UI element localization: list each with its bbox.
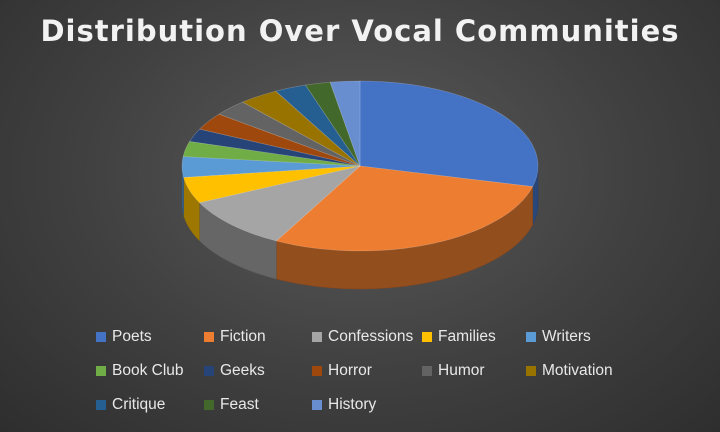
legend-swatch: [96, 366, 106, 376]
legend-swatch: [96, 400, 106, 410]
legend-item-critique: Critique: [96, 394, 204, 416]
legend-item-history: History: [312, 394, 422, 416]
legend-swatch: [526, 332, 536, 342]
legend-item-motivation: Motivation: [526, 360, 646, 382]
legend-label: Critique: [112, 396, 166, 413]
legend-label: Humor: [438, 362, 485, 379]
legend-item-geeks: Geeks: [204, 360, 312, 382]
legend-label: Writers: [542, 328, 591, 345]
pie-slice-writers: [181, 156, 361, 178]
legend-item-fiction: Fiction: [204, 326, 312, 348]
legend-item-writers: Writers: [526, 326, 646, 348]
pie-slice-fiction: [275, 165, 534, 252]
legend-item-horror: Horror: [312, 360, 422, 382]
legend-item-humor: Humor: [422, 360, 526, 382]
legend-swatch: [422, 332, 432, 342]
legend-swatch: [422, 366, 432, 376]
legend-swatch: [204, 400, 214, 410]
legend-swatch: [204, 366, 214, 376]
legend-label: Fiction: [220, 328, 266, 345]
legend-item-poets: Poets: [96, 326, 204, 348]
chart-title: Distribution Over Vocal Communities: [40, 14, 680, 48]
legend-label: Poets: [112, 328, 152, 345]
pie-slice-humor: [218, 101, 361, 167]
legend-item-feast: Feast: [204, 394, 312, 416]
pie-slice-poets: [359, 80, 539, 187]
legend-label: Geeks: [220, 362, 265, 379]
legend-item-book-club: Book Club: [96, 360, 204, 382]
legend-label: Confessions: [328, 328, 414, 345]
pie-slice-book-club: [182, 141, 361, 167]
legend-label: Families: [438, 328, 496, 345]
pie-slice-critique: [275, 84, 361, 167]
legend-label: Feast: [220, 396, 259, 413]
legend-label: Book Club: [112, 362, 184, 379]
pie-slice-feast: [304, 81, 361, 167]
pie-slice-horror: [199, 113, 361, 167]
legend-swatch: [96, 332, 106, 342]
legend-swatch: [526, 366, 536, 376]
legend-label: History: [328, 396, 377, 413]
pie-slice-history: [329, 80, 361, 167]
legend: Poets Fiction Confessions Families Writers Bo…: [96, 326, 696, 416]
legend-item-confessions: Confessions: [312, 326, 422, 348]
legend-swatch: [312, 332, 322, 342]
pie-slice-geeks: [189, 128, 361, 167]
legend-label: Motivation: [542, 362, 613, 379]
legend-swatch: [312, 366, 322, 376]
pie-slice-confessions: [198, 165, 362, 242]
pie-slice-families: [183, 165, 361, 203]
legend-item-families: Families: [422, 326, 526, 348]
legend-swatch: [312, 400, 322, 410]
pie-slice-motivation: [241, 90, 361, 167]
legend-label: Horror: [328, 362, 372, 379]
legend-swatch: [204, 332, 214, 342]
